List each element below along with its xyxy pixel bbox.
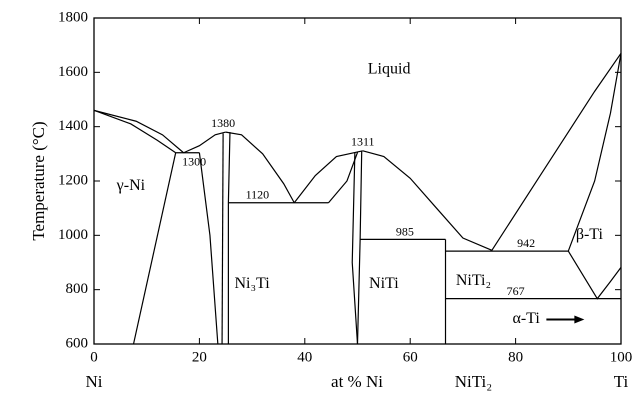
phase-boundary xyxy=(221,133,224,345)
phase-boundary xyxy=(198,152,219,345)
annotation: 942 xyxy=(517,236,535,250)
phase-boundary xyxy=(567,250,622,300)
annotation: 767 xyxy=(507,284,525,298)
x-tick-label: 80 xyxy=(508,349,523,365)
annotation: NiTi xyxy=(369,275,399,292)
arrow-head xyxy=(574,315,585,324)
annotation: 1380 xyxy=(211,116,235,130)
phase-boundary xyxy=(183,131,226,154)
y-tick-label: 1000 xyxy=(58,227,88,243)
y-tick-label: 1200 xyxy=(58,172,88,188)
phase-boundary xyxy=(328,152,359,204)
annotation: 1311 xyxy=(351,135,375,149)
x-axis-label: at % Ni xyxy=(331,372,383,391)
phase-boundary xyxy=(225,131,295,204)
annotation: 985 xyxy=(396,224,414,238)
y-tick-label: 1400 xyxy=(58,118,88,134)
y-axis-label: Temperature (°C) xyxy=(29,121,48,240)
phase-boundary xyxy=(362,150,493,251)
phase-boundary xyxy=(293,150,363,204)
phase-boundary xyxy=(491,52,622,251)
x-tick-label: 60 xyxy=(403,349,418,365)
phase-boundary xyxy=(93,109,184,154)
annotation: β-Ti xyxy=(576,226,604,243)
y-tick-label: 1800 xyxy=(58,9,88,25)
annotation: Ni₃Ti xyxy=(234,275,270,292)
x-tick-label: 0 xyxy=(90,349,98,365)
phase-boundary xyxy=(227,132,231,344)
annotation: 1120 xyxy=(246,188,270,202)
bottom-label: Ti xyxy=(614,372,629,391)
x-tick-label: 100 xyxy=(610,349,633,365)
x-tick-label: 40 xyxy=(297,349,312,365)
y-tick-label: 800 xyxy=(66,281,89,297)
annotation: NiTi₂ xyxy=(456,272,491,289)
y-tick-label: 1600 xyxy=(58,64,88,80)
y-tick-label: 600 xyxy=(66,335,89,351)
phase-boundary xyxy=(132,152,177,345)
annotation: γ-Ni xyxy=(116,177,146,194)
annotation: 1300 xyxy=(182,154,206,168)
phase-boundary xyxy=(93,109,177,154)
annotation: α-Ti xyxy=(512,310,540,327)
bottom-label: NiTi₂ xyxy=(455,372,492,391)
phase-boundary xyxy=(356,150,363,345)
annotation: Liquid xyxy=(368,60,411,77)
plot-frame xyxy=(93,17,622,345)
bottom-label: Ni xyxy=(86,372,103,391)
x-tick-label: 20 xyxy=(192,349,207,365)
phase-boundary xyxy=(351,152,359,345)
phase-boundary xyxy=(567,53,622,252)
